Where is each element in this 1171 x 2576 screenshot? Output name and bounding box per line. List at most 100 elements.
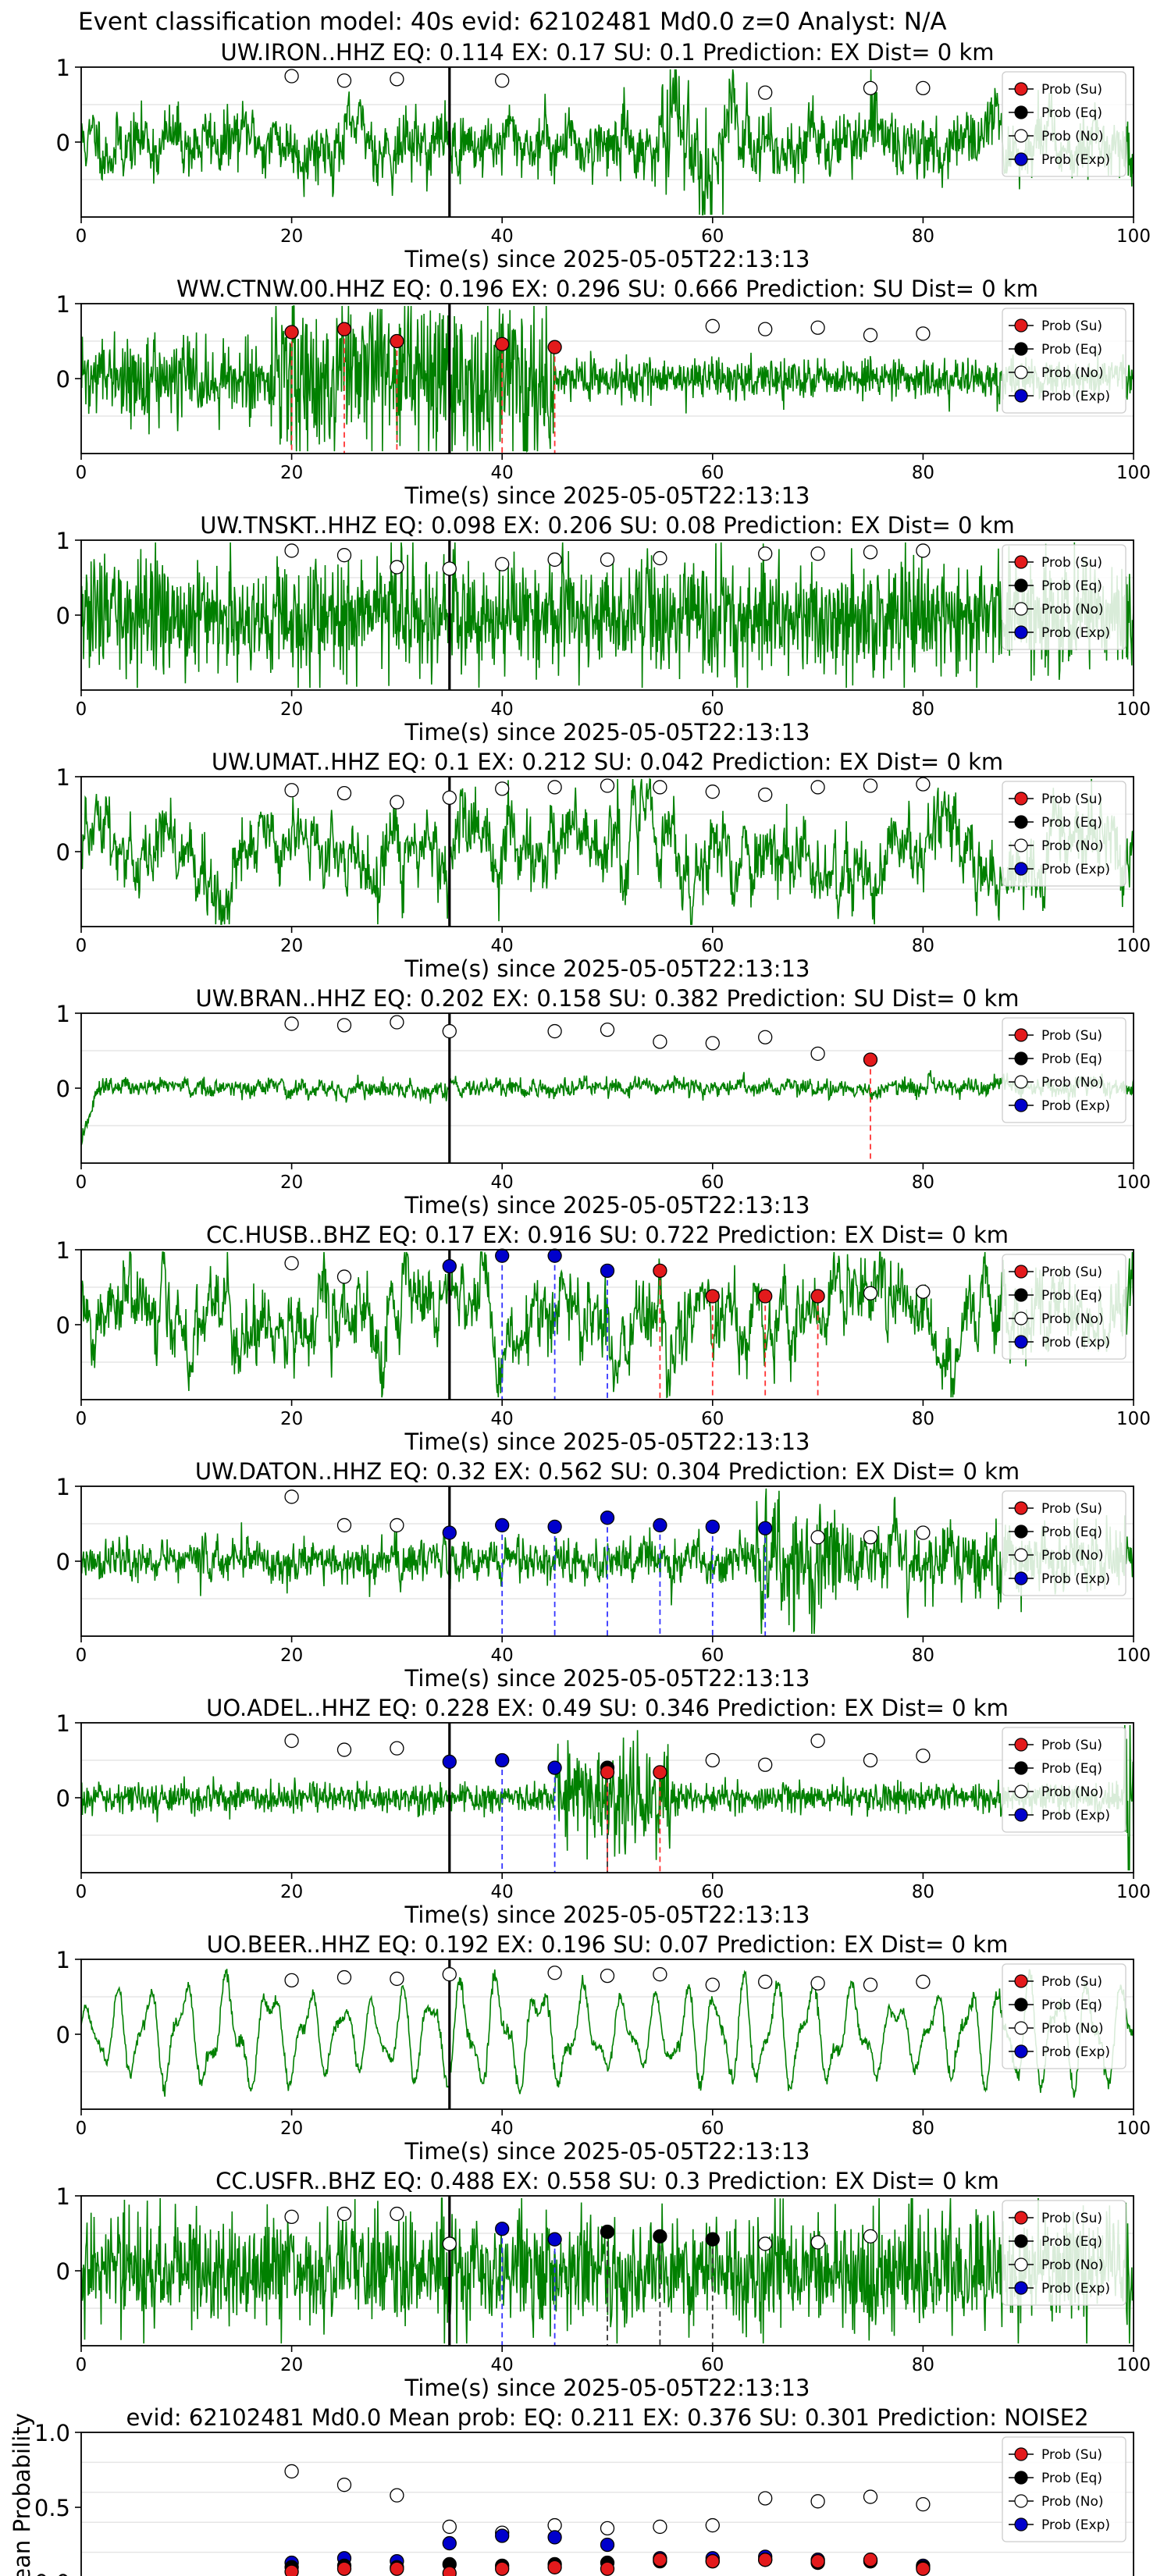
- legend-marker: [1014, 1525, 1028, 1539]
- noise-prob-point: [390, 2206, 404, 2222]
- x-tick-label: 0: [76, 2355, 87, 2375]
- legend-label: Prob (Exp): [1041, 1098, 1110, 1114]
- legend-label: Prob (No): [1041, 129, 1104, 144]
- x-tick-label: 80: [912, 699, 934, 720]
- noise-prob-point: [916, 1284, 931, 1299]
- legend-label: Prob (Eq): [1041, 2471, 1102, 2486]
- x-tick-label: 60: [701, 1409, 724, 1429]
- noise-prob-point: [758, 2491, 773, 2506]
- su-prob-point: [863, 2553, 878, 2567]
- exp-prob-point: [442, 1525, 457, 1540]
- legend-box: [1002, 1490, 1127, 1596]
- legend-box: [1002, 781, 1127, 887]
- panel-11: evid: 62102481 Md0.0 Mean prob: EQ: 0.21…: [9, 2404, 1134, 2576]
- y-tick-label: 1: [56, 2183, 70, 2210]
- legend-label: Prob (No): [1041, 365, 1104, 381]
- noise-prob-point: [284, 1256, 299, 1271]
- noise-prob-point: [916, 777, 931, 792]
- x-tick-label: 100: [1116, 936, 1151, 956]
- legend-label: Prob (Eq): [1041, 1525, 1102, 1540]
- noise-prob-point: [758, 1757, 773, 1772]
- noise-prob-point: [442, 790, 457, 806]
- legend-marker: [1014, 2044, 1028, 2058]
- noise-prob-point: [653, 550, 667, 566]
- x-tick-label: 60: [701, 1646, 724, 1666]
- x-tick-label: 100: [1116, 226, 1151, 247]
- legend-label: Prob (No): [1041, 2258, 1104, 2273]
- legend-marker: [1014, 342, 1028, 356]
- panel-3: UW.TNSKT..HHZ EQ: 0.098 EX: 0.206 SU: 0.…: [56, 512, 1151, 745]
- su-prob-point: [758, 1289, 773, 1304]
- noise-prob-point: [336, 1018, 352, 1033]
- x-tick-label: 20: [280, 226, 303, 247]
- noise-prob-point: [336, 2478, 352, 2492]
- legend-marker: [1014, 1051, 1028, 1066]
- noise-prob-point: [653, 780, 667, 795]
- su-prob-point: [547, 340, 562, 354]
- x-tick-label: 40: [491, 936, 514, 956]
- noise-prob-point: [284, 2209, 299, 2225]
- legend-marker: [1014, 82, 1028, 96]
- legend-marker: [1014, 602, 1028, 616]
- noise-prob-point: [284, 2464, 299, 2479]
- legend-marker: [1014, 318, 1028, 333]
- legend-label: Prob (Exp): [1041, 152, 1110, 168]
- x-tick-label: 100: [1116, 1646, 1151, 1666]
- figure-suptitle: Event classification model: 40s evid: 62…: [78, 8, 947, 36]
- noise-prob-point: [810, 2235, 825, 2250]
- y-tick-label: 1: [56, 528, 70, 554]
- panel-title: UO.BEER..HHZ EQ: 0.192 EX: 0.196 SU: 0.0…: [207, 1931, 1009, 1958]
- noise-prob-point: [705, 1977, 720, 1992]
- panel-6: CC.HUSB..BHZ EQ: 0.17 EX: 0.916 SU: 0.72…: [56, 1222, 1151, 1455]
- su-prob-point: [390, 2561, 404, 2576]
- y-tick-label: 1: [56, 764, 70, 791]
- su-prob-point: [495, 2561, 510, 2576]
- exp-prob-point: [547, 2232, 562, 2247]
- legend-label: Prob (No): [1041, 602, 1104, 617]
- exp-prob-point: [705, 1519, 720, 1534]
- legend: Prob (Su) Prob (Eq) Prob (No) Prob (Exp): [1002, 1963, 1127, 2069]
- legend-marker: [1014, 2281, 1028, 2295]
- x-tick-label: 60: [701, 2355, 724, 2375]
- noise-prob-point: [336, 1517, 352, 1533]
- legend-marker: [1014, 2211, 1028, 2225]
- noise-prob-point: [653, 1034, 667, 1049]
- legend-marker: [1014, 2494, 1028, 2508]
- legend: Prob (Su) Prob (Eq) Prob (No) Prob (Exp): [1002, 1017, 1127, 1123]
- exp-prob-point: [600, 2537, 615, 2553]
- x-tick-label: 100: [1116, 463, 1151, 483]
- x-tick-label: 0: [76, 1646, 87, 1666]
- x-axis-label: Time(s) since 2025-05-05T22:13:13: [404, 2375, 810, 2401]
- legend-label: Prob (Exp): [1041, 1808, 1110, 1823]
- legend-label: Prob (Su): [1041, 1501, 1102, 1517]
- noise-prob-point: [810, 1046, 825, 1061]
- legend-marker: [1014, 129, 1028, 143]
- noise-prob-point: [547, 552, 562, 568]
- x-tick-label: 60: [701, 1172, 724, 1193]
- noise-prob-point: [863, 328, 878, 343]
- x-tick-label: 80: [912, 1172, 934, 1193]
- noise-prob-point: [600, 552, 615, 568]
- legend-marker: [1014, 1998, 1028, 2012]
- y-tick-label: 0: [56, 130, 70, 156]
- y-tick-label: 1: [56, 55, 70, 81]
- noise-prob-point: [863, 80, 878, 96]
- y-tick-label: 1.0: [34, 2420, 70, 2446]
- su-prob-point: [916, 2561, 931, 2576]
- legend-label: Prob (No): [1041, 1784, 1104, 1800]
- noise-prob-point: [810, 1530, 825, 1545]
- noise-prob-point: [390, 560, 404, 575]
- noise-prob-point: [336, 2206, 352, 2222]
- x-tick-label: 20: [280, 1409, 303, 1429]
- x-tick-label: 60: [701, 936, 724, 956]
- waveform-trace: [81, 69, 1134, 215]
- x-tick-label: 20: [280, 2355, 303, 2375]
- x-tick-label: 80: [912, 463, 934, 483]
- legend-label: Prob (Su): [1041, 1974, 1102, 1990]
- noise-prob-point: [336, 73, 352, 88]
- exp-prob-point: [653, 1517, 667, 1533]
- panel-title: UW.DATON..HHZ EQ: 0.32 EX: 0.562 SU: 0.3…: [195, 1458, 1020, 1485]
- x-tick-label: 20: [280, 936, 303, 956]
- x-axis-label: Time(s) since 2025-05-05T22:13:13: [404, 2138, 810, 2165]
- x-tick-label: 100: [1116, 2119, 1151, 2139]
